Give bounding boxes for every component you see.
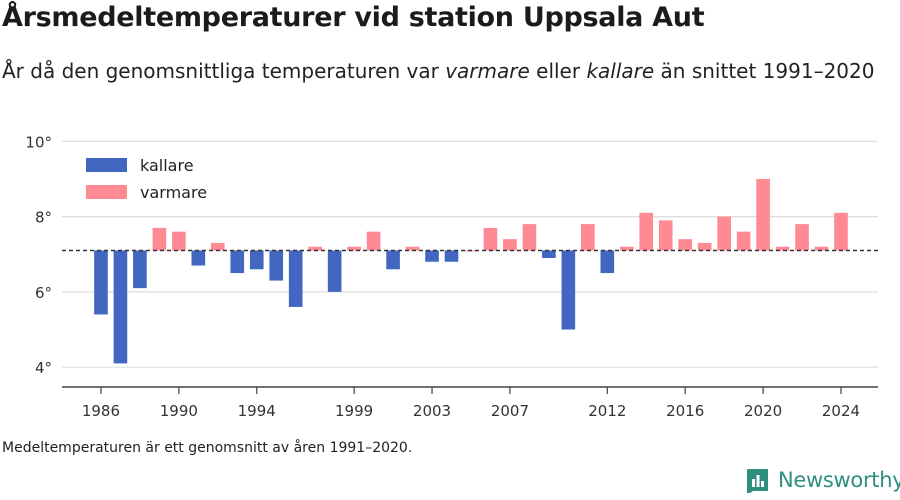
bar (717, 216, 731, 251)
subtitle-part3: än snittet 1991–2020 (654, 59, 875, 83)
grid-lines: 4° 6° 8° 10° (25, 133, 878, 377)
bar (347, 246, 361, 251)
bar (561, 250, 576, 330)
brand-logo[interactable]: Newsworthy (744, 467, 900, 493)
bar (366, 231, 381, 251)
subtitle-cold: kallare (586, 59, 655, 83)
bar (600, 250, 615, 274)
legend-label-kallare: kallare (140, 156, 194, 175)
source-note: Medeltemperaturen är ett genomsnitt av å… (2, 440, 413, 456)
x-tick-label: 1999 (335, 402, 373, 420)
bar (210, 242, 225, 251)
legend-label-varmare: varmare (140, 183, 207, 202)
brand-name: Newsworthy (778, 468, 900, 492)
bar (172, 231, 186, 251)
legend-swatch-varmare (86, 185, 127, 199)
bar (327, 250, 342, 292)
chart-subtitle: År då den genomsnittliga temperaturen va… (2, 56, 892, 87)
bar (658, 220, 673, 251)
subtitle-part2: eller (529, 59, 587, 83)
subtitle-part1: År då den genomsnittliga temperaturen va… (2, 59, 446, 83)
bar (288, 250, 303, 307)
bar (639, 212, 654, 251)
x-tick-label: 1990 (160, 402, 198, 420)
bar (386, 250, 400, 270)
legend: kallare varmare (86, 156, 207, 202)
x-tick-label: 2012 (588, 402, 626, 420)
legend-swatch-kallare (86, 158, 127, 172)
bar (678, 239, 693, 251)
bar (191, 250, 206, 266)
y-tick-label: 4° (35, 359, 52, 377)
bar (581, 224, 595, 251)
bar (230, 250, 245, 274)
x-axis: 1986 1990 1994 1999 2003 2007 2012 2016 2020 2024 (62, 386, 878, 420)
bar (249, 250, 264, 270)
bar (834, 212, 848, 251)
bar (619, 246, 634, 251)
bar (444, 250, 459, 262)
bar (542, 250, 556, 258)
y-tick-label: 6° (35, 284, 52, 302)
newsworthy-logo-icon (747, 469, 768, 493)
bar (405, 246, 420, 251)
bar (152, 227, 167, 251)
x-tick-label: 2003 (413, 402, 451, 420)
bar (269, 250, 284, 281)
bar (697, 242, 712, 251)
x-tick-label: 2020 (744, 402, 782, 420)
bar (756, 178, 770, 251)
bar (308, 246, 322, 251)
x-tick-label: 2024 (822, 402, 860, 420)
x-tick-label: 1986 (82, 402, 120, 420)
bar (113, 250, 128, 364)
bar (736, 231, 751, 251)
y-tick-label: 8° (35, 209, 52, 227)
x-tick-label: 2007 (491, 402, 529, 420)
bar (483, 227, 498, 251)
y-tick-label: 10° (25, 133, 52, 151)
bar (133, 250, 147, 289)
bar (775, 246, 790, 251)
x-tick-label: 2016 (666, 402, 704, 420)
bar (522, 224, 537, 251)
bar (94, 250, 108, 315)
bar (795, 224, 809, 251)
temperature-bar-chart: 4° 6° 8° 10° 1986 1990 1994 1999 2003 2007 2012 20… (25, 133, 878, 420)
bar (425, 250, 439, 262)
bar (503, 239, 517, 251)
chart-title: Årsmedeltemperaturer vid station Uppsala… (2, 2, 705, 33)
bars (94, 178, 848, 364)
subtitle-warm: varmare (445, 59, 530, 83)
x-tick-label: 1994 (238, 402, 276, 420)
bar (814, 246, 829, 251)
